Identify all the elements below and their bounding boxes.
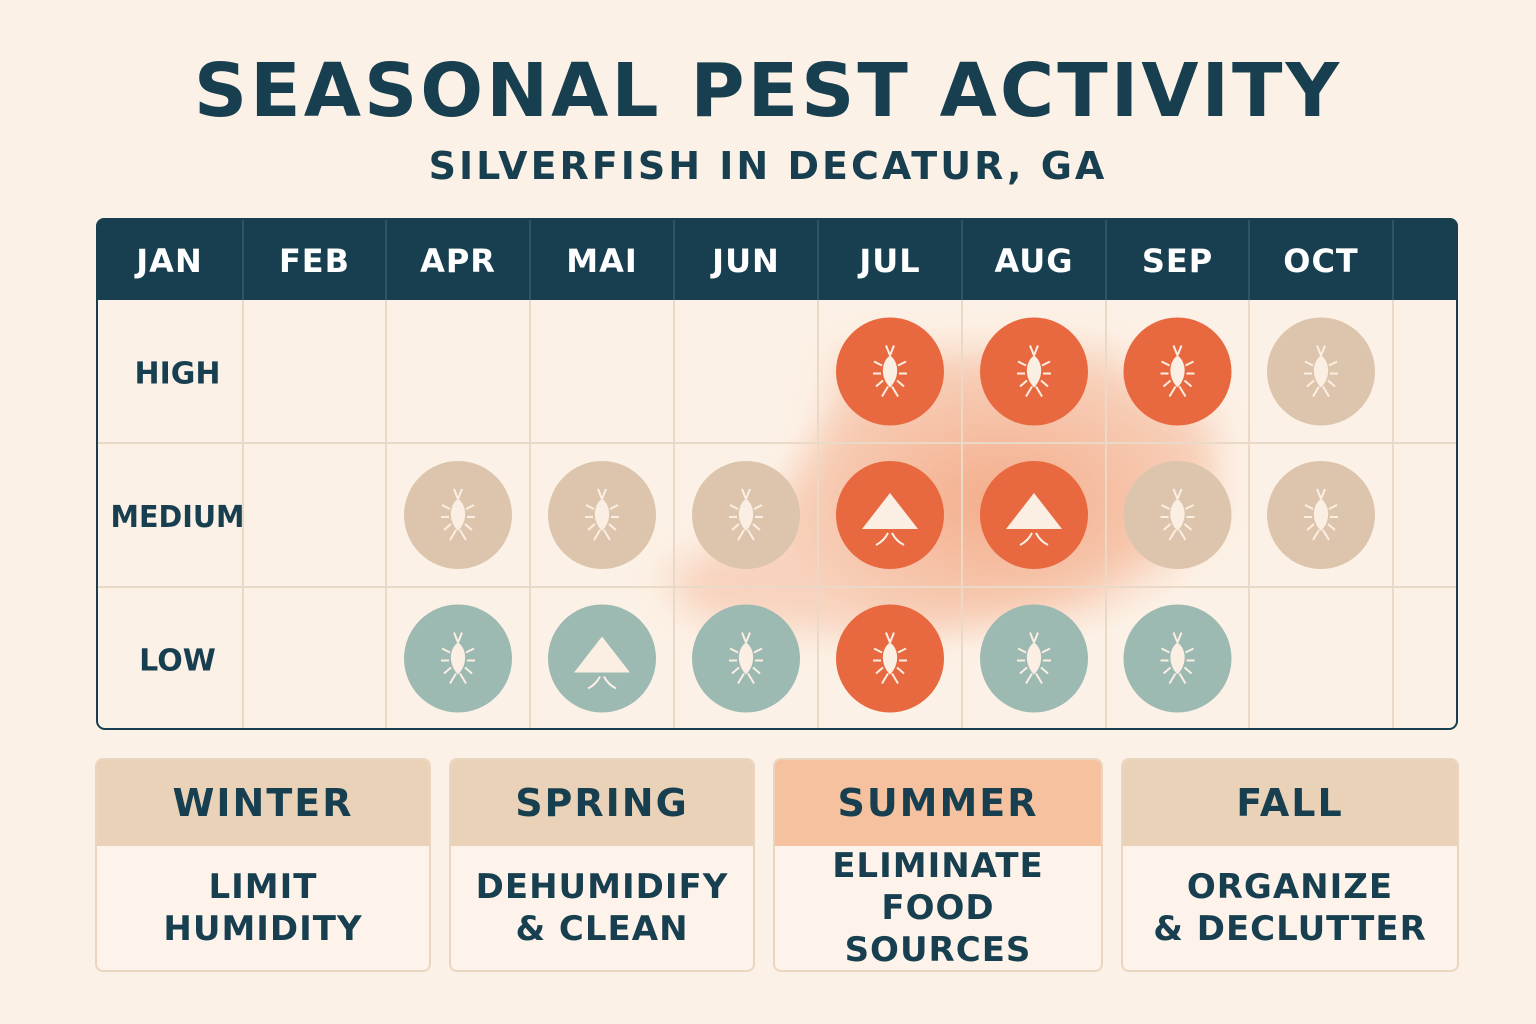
tip-line: DEHUMIDIFY (475, 867, 729, 907)
month-label: JUL (857, 242, 920, 280)
month-label: AUG (994, 242, 1073, 280)
tip-line: FOOD SOURCES (844, 888, 1032, 970)
silverfish-icon (441, 488, 475, 541)
tip-line: HUMIDITY (163, 909, 363, 949)
month-label: FEB (279, 242, 350, 280)
season-card-fall: FALL ORGANIZE & DECLUTTER (1121, 758, 1459, 972)
silverfish-icon (729, 632, 763, 685)
silverfish-icon (1017, 345, 1051, 398)
silverfish-icon (585, 488, 619, 541)
triangle-icon (1006, 493, 1062, 546)
silverfish-icon (1017, 632, 1051, 685)
month-label: JUN (710, 242, 780, 280)
tip-line: & CLEAN (515, 909, 689, 949)
month-label: MAI (566, 242, 638, 280)
season-card-winter: WINTER LIMIT HUMIDITY (95, 758, 431, 972)
season-card-tip: LIMIT HUMIDITY (97, 846, 429, 970)
tip-line: & DECLUTTER (1153, 909, 1427, 949)
triangle-icon (862, 493, 918, 546)
level-label: HIGH (134, 357, 220, 392)
season-card-header: WINTER (97, 760, 429, 846)
month-header-bar (96, 218, 1458, 300)
season-card-tip: DEHUMIDIFY & CLEAN (451, 846, 753, 970)
silverfish-icon (1160, 632, 1195, 685)
silverfish-icon (873, 345, 907, 398)
month-label: APR (420, 242, 496, 280)
season-card-tip: ORGANIZE & DECLUTTER (1123, 846, 1457, 970)
season-card-tip: ELIMINATE FOOD SOURCES (775, 846, 1101, 970)
silverfish-icon (441, 632, 475, 685)
level-label: LOW (139, 644, 216, 679)
season-card-header: SUMMER (775, 760, 1101, 846)
silverfish-icon (1304, 345, 1338, 398)
month-label: SEP (1142, 242, 1213, 280)
season-card-header: SPRING (451, 760, 753, 846)
month-label: OCT (1283, 242, 1359, 280)
tip-line: ELIMINATE (832, 846, 1044, 886)
table-border (96, 218, 1458, 730)
silverfish-icon (873, 632, 907, 685)
season-card-header: FALL (1123, 760, 1457, 846)
month-label: JAN (134, 242, 202, 280)
activity-heatmap: JAN FEB APR MAI JUN JUL AUG SEP OCT HIGH MEDIUM LOW (96, 218, 1458, 730)
season-card-spring: SPRING DEHUMIDIFY & CLEAN (449, 758, 755, 972)
tip-line: LIMIT (208, 867, 318, 907)
tip-line: ORGANIZE (1186, 867, 1394, 907)
season-card-summer: SUMMER ELIMINATE FOOD SOURCES (773, 758, 1103, 972)
page-subtitle: SILVERFISH IN DECATUR, GA (428, 144, 1108, 188)
silverfish-icon (1160, 488, 1195, 541)
silverfish-icon (729, 488, 763, 541)
triangle-icon (574, 636, 630, 690)
level-label: MEDIUM (111, 500, 245, 535)
silverfish-icon (1304, 488, 1338, 541)
page-title: SEASONAL PEST ACTIVITY (193, 48, 1343, 134)
silverfish-icon (1160, 345, 1195, 398)
